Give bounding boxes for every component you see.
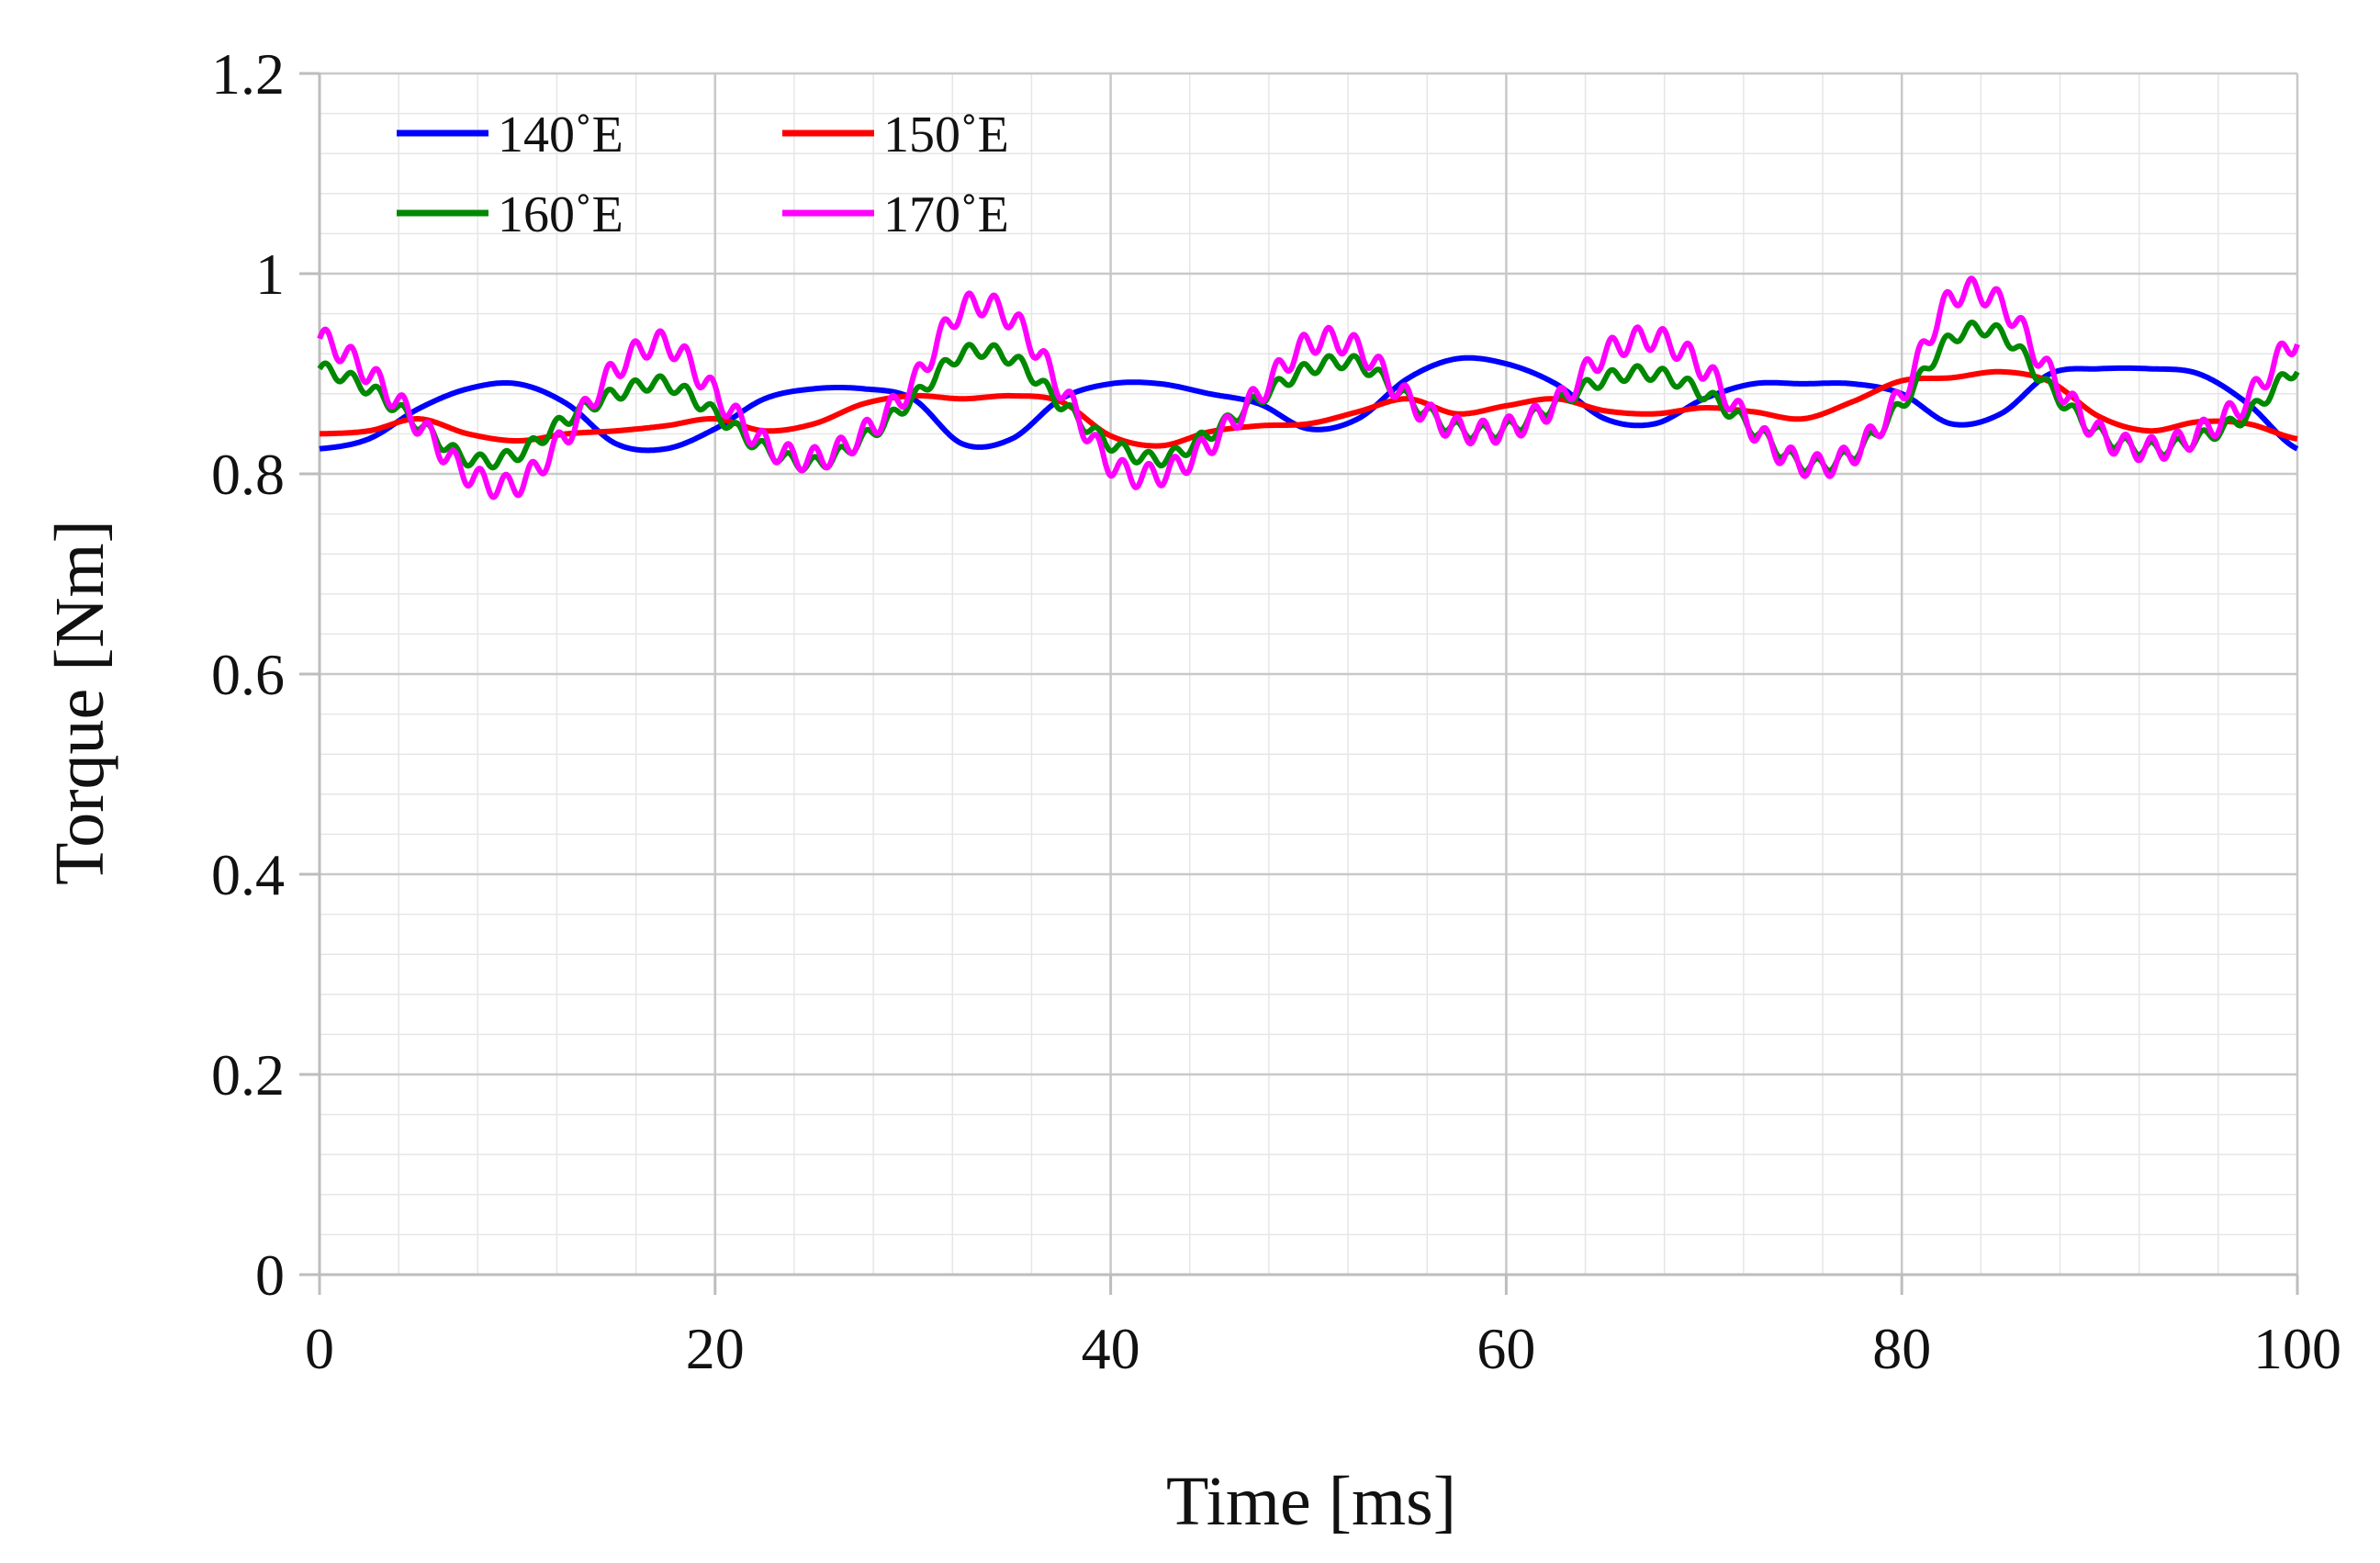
series-line [317, 275, 2300, 500]
x-tick-label: 60 [1476, 1316, 1535, 1381]
x-tick-label: 40 [1082, 1316, 1140, 1381]
y-tick-label: 0.6 [211, 642, 285, 707]
y-axis-title: Torque [Nm] [41, 520, 118, 885]
y-tick-label: 0.2 [211, 1042, 285, 1108]
legend-label: 140˚E [498, 107, 623, 163]
series-line [318, 354, 2299, 454]
y-tick-label: 1.2 [211, 41, 285, 107]
y-tick-label: 0.8 [211, 442, 285, 507]
y-tick-label: 0.4 [211, 842, 285, 907]
y-tick-label: 0 [255, 1243, 285, 1308]
series-line [318, 368, 2299, 449]
x-tick-label: 100 [2253, 1316, 2341, 1381]
x-tick-label: 80 [1872, 1316, 1931, 1381]
x-tick-label: 20 [686, 1316, 745, 1381]
x-axis-title: Time [ms] [1166, 1463, 1456, 1540]
y-tick-labels: 0 0.2 0.4 0.6 0.8 1 1.2 [211, 41, 285, 1308]
series-line [317, 320, 2300, 475]
legend-label: 150˚E [883, 107, 1009, 163]
legend-label: 170˚E [883, 186, 1009, 243]
legend: 140˚E 150˚E 160˚E 170˚E [397, 107, 1009, 243]
x-tick-labels: 0 20 40 60 80 100 [305, 1316, 2341, 1381]
legend-label: 160˚E [498, 186, 623, 243]
series-layer [317, 275, 2300, 500]
y-tick-label: 1 [255, 242, 285, 307]
axes [299, 72, 2299, 1295]
x-tick-label: 0 [305, 1316, 334, 1381]
